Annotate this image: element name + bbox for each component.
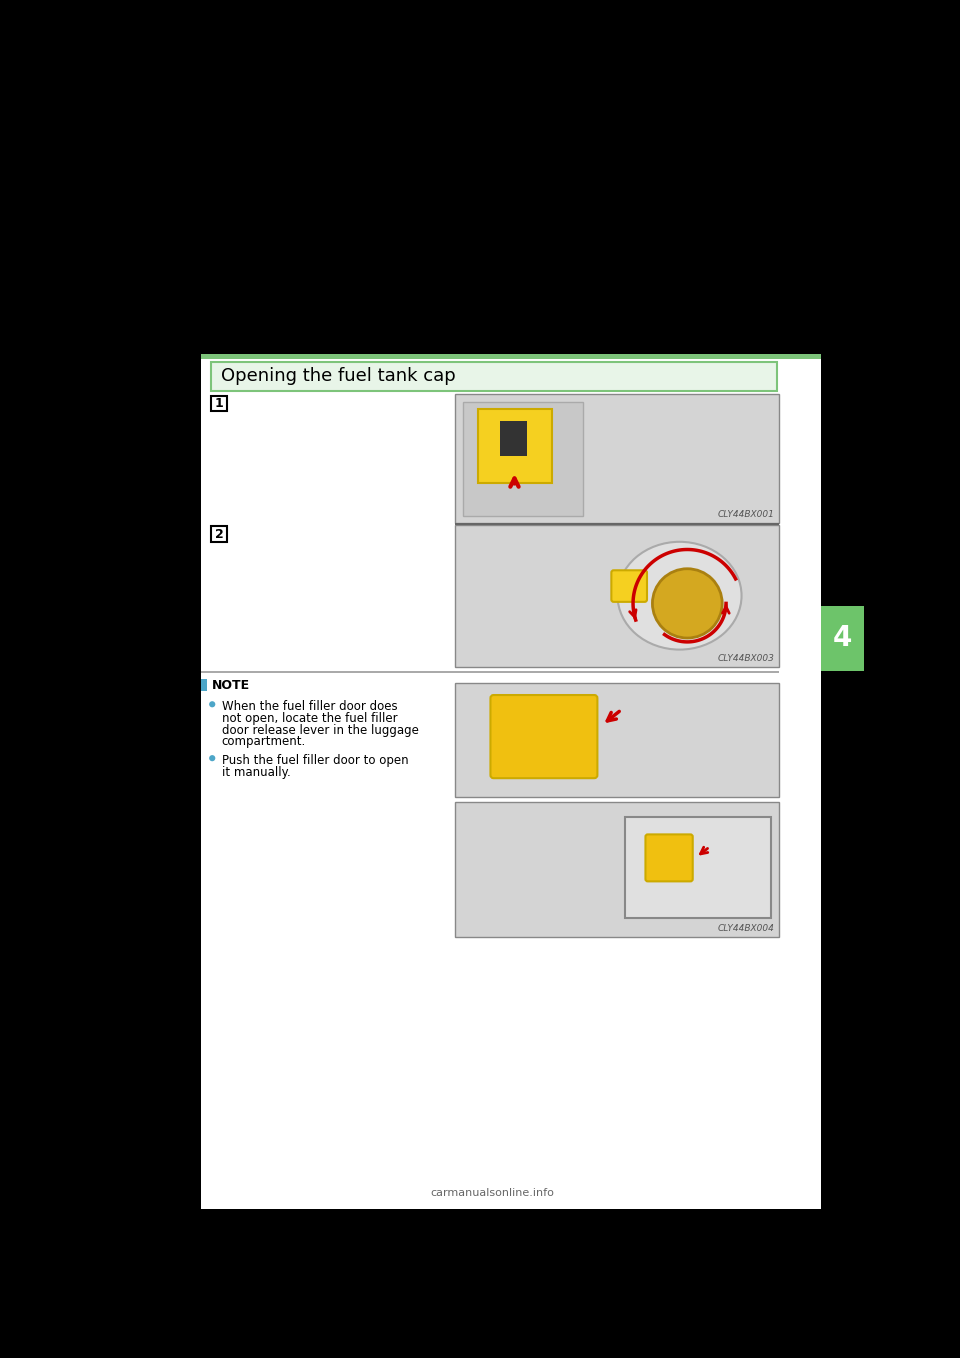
Text: Opening the fuel tank cap: Opening the fuel tank cap bbox=[221, 367, 455, 386]
Text: the switch being pressed.: the switch being pressed. bbox=[230, 432, 382, 445]
Bar bbox=[455, 683, 779, 797]
Bar bbox=[202, 163, 822, 1209]
Bar bbox=[455, 524, 779, 667]
Ellipse shape bbox=[617, 542, 741, 649]
Text: Before refueling is pos: Before refueling is pos bbox=[230, 458, 363, 470]
Bar bbox=[463, 402, 583, 516]
Bar bbox=[478, 409, 552, 482]
FancyBboxPatch shape bbox=[491, 695, 597, 778]
Bar bbox=[500, 421, 527, 455]
Circle shape bbox=[653, 569, 722, 638]
Bar bbox=[211, 395, 227, 411]
Bar bbox=[455, 803, 779, 937]
Circle shape bbox=[209, 755, 215, 762]
Bar bbox=[202, 671, 779, 672]
Text: door release lever in the luggage: door release lever in the luggage bbox=[222, 724, 419, 736]
Bar bbox=[455, 394, 779, 523]
Text: not open, locate the fuel filler: not open, locate the fuel filler bbox=[222, 712, 397, 725]
Text: NOTE: NOTE bbox=[212, 679, 251, 691]
Bar bbox=[822, 606, 864, 671]
Text: compartment.: compartment. bbox=[222, 735, 306, 748]
Text: it manually.: it manually. bbox=[222, 766, 290, 779]
Text: When the fuel filler door does: When the fuel filler door does bbox=[222, 701, 397, 713]
Text: Push the fuel filler door to open: Push the fuel filler door to open bbox=[222, 754, 408, 767]
Text: 1: 1 bbox=[215, 397, 224, 410]
Text: carmanualsonline.info: carmanualsonline.info bbox=[430, 1188, 554, 1198]
Text: filler door. The fuel filler door will: filler door. The fuel filler door will bbox=[230, 407, 425, 421]
Bar bbox=[211, 361, 778, 391]
FancyBboxPatch shape bbox=[612, 570, 647, 602]
Bar bbox=[211, 527, 227, 542]
Bar bbox=[202, 354, 822, 359]
Bar bbox=[202, 679, 206, 691]
Circle shape bbox=[209, 701, 215, 708]
Text: Turn the fuel tank cap counter-: Turn the fuel tank cap counter- bbox=[230, 527, 413, 539]
Text: CLY44BX001: CLY44BX001 bbox=[718, 511, 775, 520]
Text: 2: 2 bbox=[215, 528, 224, 540]
FancyBboxPatch shape bbox=[645, 834, 693, 881]
Text: Press the switch to open the fuel: Press the switch to open the fuel bbox=[230, 395, 423, 409]
Bar bbox=[625, 818, 771, 918]
Text: CLY44BX003: CLY44BX003 bbox=[718, 655, 775, 664]
Text: open within about 10 seconds of: open within about 10 seconds of bbox=[230, 420, 422, 433]
Bar bbox=[455, 523, 779, 524]
Text: CLY44BX004: CLY44BX004 bbox=[718, 923, 775, 933]
Text: 4: 4 bbox=[833, 625, 852, 652]
Text: clockwise to remove.: clockwise to remove. bbox=[230, 539, 354, 551]
Bar bbox=[202, 163, 822, 354]
